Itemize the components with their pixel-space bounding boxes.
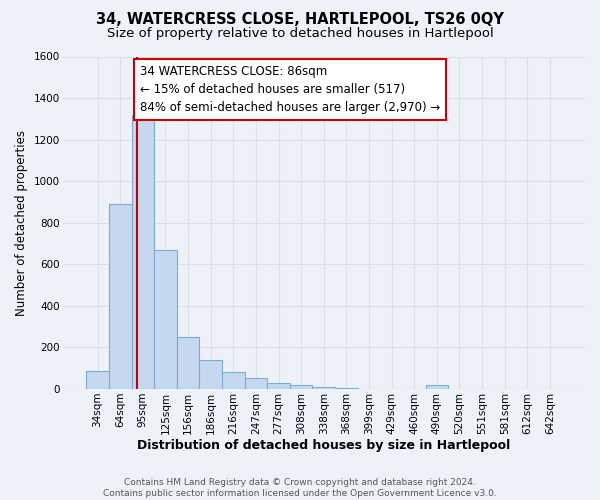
Bar (86, 371, 109, 389)
Bar (131, 114, 154, 389)
Y-axis label: Number of detached properties: Number of detached properties (15, 130, 28, 316)
Bar (425, 386, 448, 389)
Text: Size of property relative to detached houses in Hartlepool: Size of property relative to detached ho… (107, 28, 493, 40)
Text: 34, WATERCRESS CLOSE, HARTLEPOOL, TS26 0QY: 34, WATERCRESS CLOSE, HARTLEPOOL, TS26 0… (96, 12, 504, 28)
X-axis label: Distribution of detached houses by size in Hartlepool: Distribution of detached houses by size … (137, 440, 511, 452)
Bar (290, 385, 313, 389)
Text: 34 WATERCRESS CLOSE: 86sqm
← 15% of detached houses are smaller (517)
84% of sem: 34 WATERCRESS CLOSE: 86sqm ← 15% of deta… (140, 65, 440, 114)
Bar (177, 337, 199, 389)
Bar (109, 204, 131, 389)
Bar (335, 388, 358, 389)
Bar (199, 360, 222, 389)
Bar (222, 372, 245, 389)
Text: Contains HM Land Registry data © Crown copyright and database right 2024.
Contai: Contains HM Land Registry data © Crown c… (103, 478, 497, 498)
Bar (313, 387, 335, 389)
Bar (267, 383, 290, 389)
Bar (245, 378, 267, 389)
Bar (154, 250, 177, 389)
